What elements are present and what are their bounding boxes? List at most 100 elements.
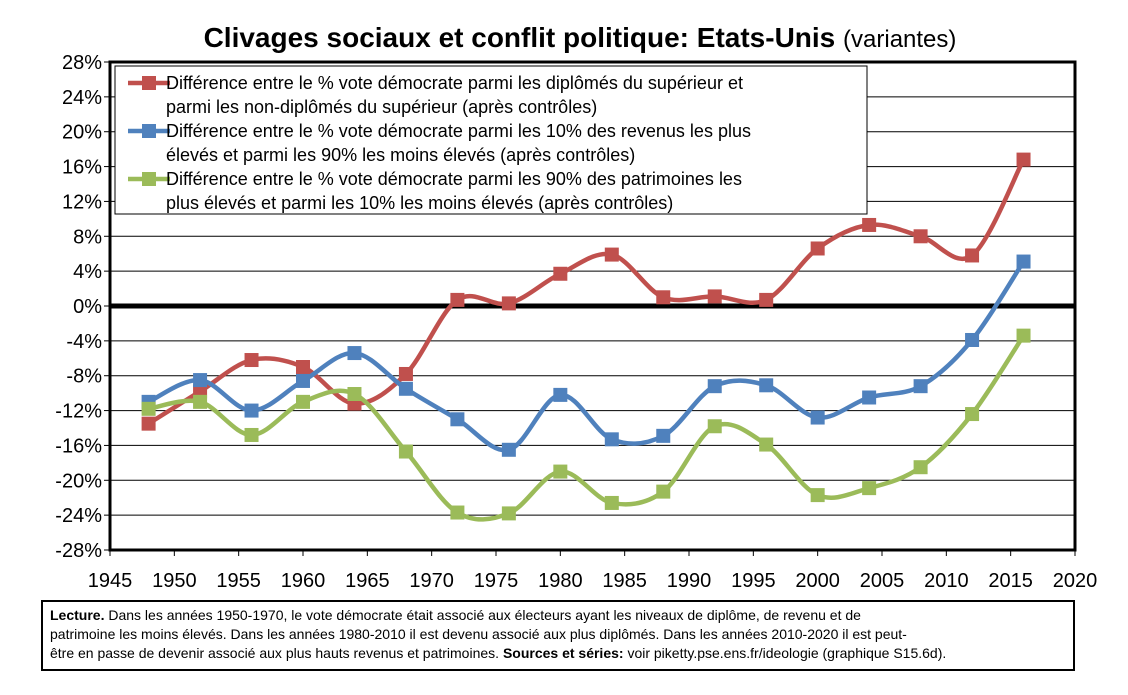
data-point	[450, 292, 465, 307]
data-point	[398, 366, 413, 381]
y-tick-label: -8%	[66, 366, 102, 388]
note-sources-text: voir piketty.pse.ens.fr/ideologie (graph…	[623, 645, 947, 661]
data-point	[707, 379, 722, 394]
legend-swatch-marker	[142, 76, 156, 90]
data-point	[604, 247, 619, 262]
data-point	[965, 332, 980, 347]
data-point	[759, 437, 774, 452]
series-line	[147, 260, 1026, 453]
note-line-3: être en passe de devenir associé aux plu…	[50, 644, 1066, 663]
data-point	[501, 296, 516, 311]
data-point	[244, 427, 259, 442]
note-line-1: Lecture. Dans les années 1950-1970, le v…	[50, 606, 1066, 625]
data-point	[707, 289, 722, 304]
y-tick-label: 16%	[62, 157, 102, 179]
data-point	[810, 410, 825, 425]
data-point	[604, 432, 619, 447]
data-point	[1016, 152, 1031, 167]
data-point	[656, 290, 671, 305]
y-tick-label: -12%	[55, 401, 102, 423]
data-point	[141, 416, 156, 431]
y-tick-label: 0%	[73, 296, 102, 318]
y-tick-label: -28%	[55, 540, 102, 562]
data-point	[965, 407, 980, 422]
data-point	[913, 460, 928, 475]
data-point	[244, 403, 259, 418]
x-tick-label: 2010	[924, 570, 969, 592]
data-point	[296, 394, 310, 409]
legend-label: parmi les non-diplômés du supérieur (apr…	[166, 97, 597, 117]
x-tick-label: 1965	[345, 570, 390, 592]
legend-swatch-marker	[142, 124, 156, 138]
data-point	[450, 505, 465, 520]
data-point	[193, 394, 208, 409]
y-tick-label: 8%	[73, 226, 102, 248]
note-text-3: être en passe de devenir associé aux plu…	[50, 645, 503, 661]
x-tick-label: 1950	[152, 570, 197, 592]
x-tick-label: 1985	[602, 570, 647, 592]
data-point	[501, 506, 516, 521]
data-point	[913, 229, 928, 244]
data-point	[913, 379, 928, 394]
data-point	[604, 495, 619, 510]
x-tick-label: 2005	[860, 570, 905, 592]
x-tick-label: 1945	[88, 570, 133, 592]
data-point	[862, 217, 877, 232]
data-point	[810, 488, 825, 503]
y-tick-label: 4%	[73, 261, 102, 283]
legend-label: plus élevés et parmi les 10% les moins é…	[166, 193, 673, 213]
x-tick-label: 2015	[988, 570, 1033, 592]
data-point	[553, 464, 568, 479]
data-point	[347, 346, 362, 361]
note-text-1: Dans les années 1950-1970, le vote démoc…	[104, 607, 861, 623]
x-tick-label: 1960	[281, 570, 326, 592]
x-tick-label: 2020	[1053, 570, 1098, 592]
legend-label: élevés et parmi les 90% les moins élevés…	[166, 145, 635, 165]
y-tick-label: -16%	[55, 435, 102, 457]
data-point	[501, 442, 516, 457]
chart-subtitle: (variantes)	[843, 26, 957, 53]
y-tick-label: -20%	[55, 470, 102, 492]
data-point	[141, 401, 156, 416]
data-point	[347, 387, 362, 402]
y-tick-label: 24%	[62, 87, 102, 109]
y-tick-label: -4%	[66, 331, 102, 353]
data-point	[398, 381, 413, 396]
data-point	[398, 444, 413, 459]
reading-note: Lecture. Dans les années 1950-1970, le v…	[41, 600, 1075, 671]
series-line	[148, 334, 1026, 522]
x-tick-label: 1975	[474, 570, 519, 592]
chart-title-main: Clivages sociaux et conflit politique: E…	[203, 22, 836, 53]
legend-label: Différence entre le % vote démocrate par…	[166, 121, 751, 141]
data-point	[244, 353, 259, 368]
legend: Différence entre le % vote démocrate par…	[114, 65, 868, 215]
y-tick-label: 20%	[62, 122, 102, 144]
chart-title: Clivages sociaux et conflit politique: E…	[0, 22, 1128, 54]
note-sources-label: Sources et séries:	[502, 645, 624, 661]
data-point	[1016, 328, 1031, 343]
data-point	[965, 248, 980, 263]
legend-box	[114, 65, 868, 215]
legend-label: Différence entre le % vote démocrate par…	[166, 169, 742, 189]
data-point	[296, 373, 310, 388]
series-group	[141, 152, 1031, 522]
x-tick-label: 2000	[795, 570, 840, 592]
data-point	[450, 412, 465, 427]
data-point	[707, 419, 722, 434]
x-tick-label: 1990	[667, 570, 712, 592]
y-tick-label: 28%	[62, 52, 102, 74]
x-tick-label: 1970	[409, 570, 454, 592]
data-point	[193, 373, 208, 388]
x-tick-label: 1980	[538, 570, 583, 592]
data-point	[810, 241, 825, 256]
data-point	[862, 390, 877, 405]
y-tick-label: -24%	[55, 505, 102, 527]
legend-label: Différence entre le % vote démocrate par…	[166, 73, 743, 93]
data-point	[759, 378, 774, 393]
note-lecture-label: Lecture.	[50, 607, 105, 623]
legend-swatch-marker	[142, 172, 156, 186]
data-point	[862, 481, 877, 496]
data-point	[553, 387, 568, 402]
note-line-2: patrimoine les moins élevés. Dans les an…	[50, 626, 907, 642]
